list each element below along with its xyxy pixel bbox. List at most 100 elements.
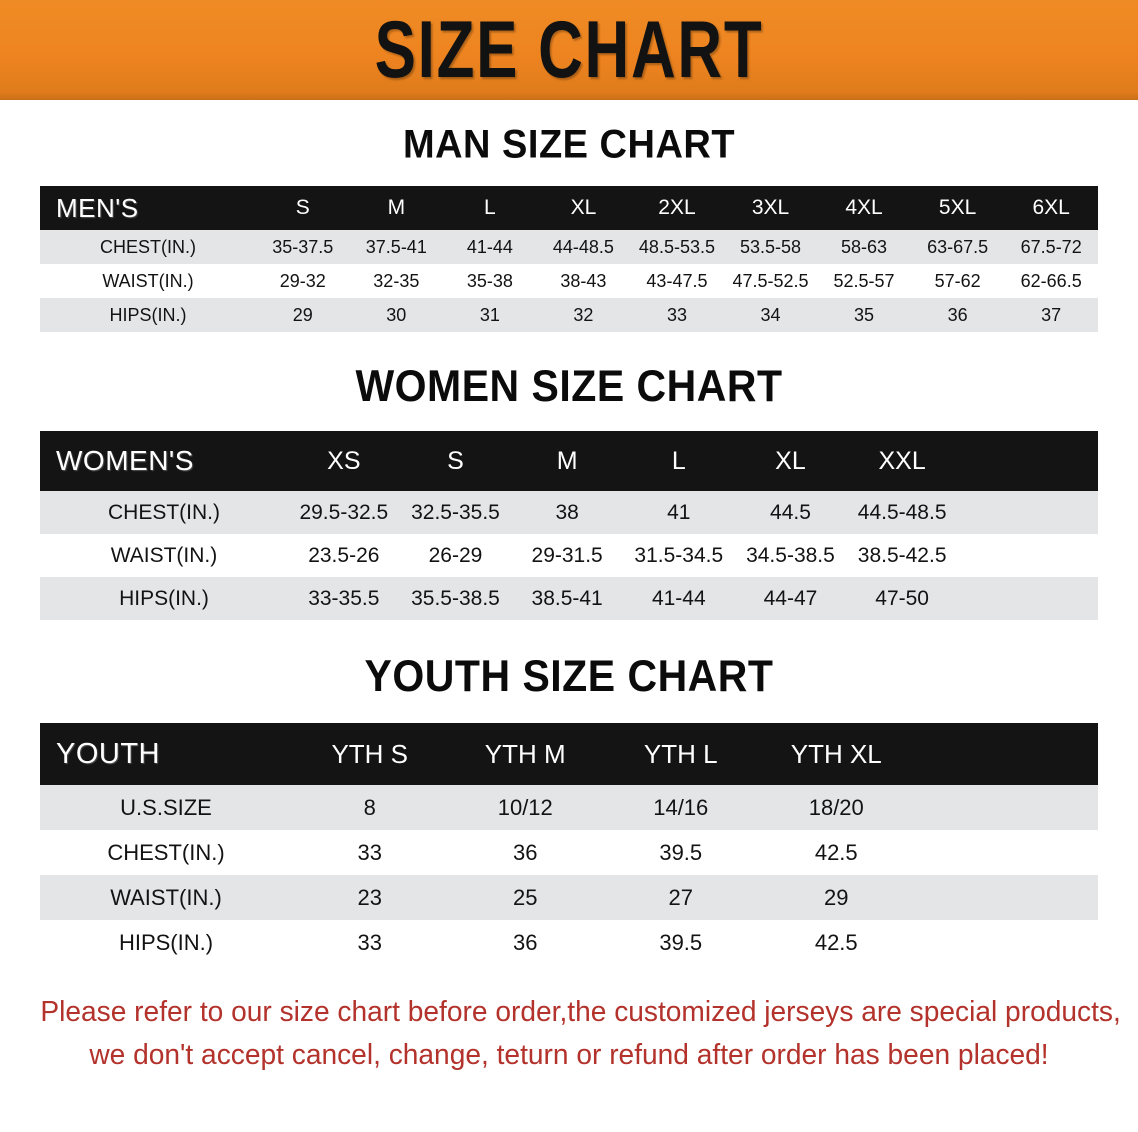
man-table-head: MEN'S S M L XL 2XL 3XL 4XL 5XL 6XL bbox=[40, 186, 1098, 230]
man-cell-chest-3: 44-48.5 bbox=[552, 236, 614, 257]
women-cell-hips-0: 33-35.5 bbox=[308, 586, 380, 610]
man-row-label-chest: CHEST(IN.) bbox=[100, 236, 196, 257]
youth-corner-label: YOUTH bbox=[40, 723, 292, 785]
women-cell-chest-5: 44.5-48.5 bbox=[857, 500, 947, 524]
youth-cell-waist-0: 23 bbox=[357, 884, 382, 910]
man-cell-waist-6: 52.5-57 bbox=[833, 270, 895, 291]
women-col-header-1: S bbox=[399, 431, 512, 491]
man-cell-chest-5: 53.5-58 bbox=[739, 236, 802, 257]
women-cell-waist-2: 29-31.5 bbox=[531, 543, 603, 567]
man-cell-hips-6: 35 bbox=[854, 304, 875, 325]
table-row: HIPS(IN.) 33 36 39.5 42.5 bbox=[40, 920, 1098, 965]
man-col-header-8: 6XL bbox=[1004, 186, 1098, 230]
youth-size-table-wrap: YOUTH YTH S YTH M YTH L YTH XL U.S.SIZE … bbox=[40, 723, 1098, 965]
women-size-table-wrap: WOMEN'S XS S M L XL XXL CHEST(IN.) 29.5-… bbox=[40, 431, 1098, 620]
women-cell-waist-4: 34.5-38.5 bbox=[746, 543, 835, 567]
youth-cell-waist-spacer bbox=[914, 875, 1098, 920]
youth-table-head: YOUTH YTH S YTH M YTH L YTH XL bbox=[40, 723, 1098, 785]
women-cell-chest-3: 41 bbox=[667, 500, 691, 524]
youth-cell-hips-1: 36 bbox=[513, 929, 538, 955]
women-cell-waist-spacer bbox=[958, 534, 1098, 577]
youth-cell-waist-3: 29 bbox=[824, 884, 849, 910]
man-col-header-2: L bbox=[443, 186, 537, 230]
women-col-header-2: M bbox=[511, 431, 623, 491]
youth-cell-chest-2: 39.5 bbox=[659, 839, 703, 865]
youth-cell-waist-2: 27 bbox=[668, 884, 693, 910]
man-size-table-wrap: MEN'S S M L XL 2XL 3XL 4XL 5XL 6XL CHEST… bbox=[40, 186, 1098, 332]
youth-cell-chest-0: 33 bbox=[357, 839, 382, 865]
youth-cell-ussize-1: 10/12 bbox=[497, 794, 553, 820]
youth-row-label-waist: WAIST(IN.) bbox=[110, 884, 222, 910]
women-cell-chest-1: 32.5-35.5 bbox=[411, 500, 500, 524]
table-row: CHEST(IN.) 35-37.5 37.5-41 41-44 44-48.5… bbox=[40, 230, 1098, 264]
man-col-header-3: XL bbox=[536, 186, 631, 230]
women-cell-hips-1: 35.5-38.5 bbox=[411, 586, 500, 610]
women-cell-waist-3: 31.5-34.5 bbox=[634, 543, 724, 567]
youth-header-row: YOUTH YTH S YTH M YTH L YTH XL bbox=[40, 723, 1098, 785]
man-col-header-0: S bbox=[256, 186, 350, 230]
man-col-header-7: 5XL bbox=[910, 186, 1005, 230]
youth-col-header-2: YTH L bbox=[603, 723, 759, 785]
man-cell-chest-1: 37.5-41 bbox=[365, 236, 427, 257]
man-cell-hips-7: 36 bbox=[947, 304, 968, 325]
table-row: HIPS(IN.) 29 30 31 32 33 34 35 36 37 bbox=[40, 298, 1098, 332]
disclaimer: Please refer to our size chart before or… bbox=[40, 991, 1121, 1077]
women-table-head: WOMEN'S XS S M L XL XXL bbox=[40, 431, 1098, 491]
women-cell-chest-spacer bbox=[958, 491, 1098, 534]
youth-cell-chest-1: 36 bbox=[513, 839, 538, 865]
table-row: WAIST(IN.) 23.5-26 26-29 29-31.5 31.5-34… bbox=[40, 534, 1098, 577]
section-title-youth: YOUTH SIZE CHART bbox=[364, 651, 774, 701]
youth-row-label-chest: CHEST(IN.) bbox=[107, 839, 225, 865]
youth-cell-ussize-2: 14/16 bbox=[653, 794, 709, 820]
man-col-header-1: M bbox=[349, 186, 444, 230]
man-cell-chest-6: 58-63 bbox=[841, 236, 888, 257]
man-cell-hips-0: 29 bbox=[292, 304, 313, 325]
women-cell-hips-2: 38.5-41 bbox=[531, 586, 603, 610]
man-row-label-waist: WAIST(IN.) bbox=[102, 270, 194, 291]
youth-col-header-0: YTH S bbox=[292, 723, 448, 785]
youth-cell-ussize-0: 8 bbox=[363, 794, 376, 820]
women-cell-hips-5: 47-50 bbox=[875, 586, 929, 610]
table-row: WAIST(IN.) 29-32 32-35 35-38 38-43 43-47… bbox=[40, 264, 1098, 298]
table-row: HIPS(IN.) 33-35.5 35.5-38.5 38.5-41 41-4… bbox=[40, 577, 1098, 620]
man-corner-label: MEN'S bbox=[40, 186, 256, 230]
table-row: CHEST(IN.) 33 36 39.5 42.5 bbox=[40, 830, 1098, 875]
youth-cell-hips-3: 42.5 bbox=[814, 929, 858, 955]
women-row-label-hips: HIPS(IN.) bbox=[119, 586, 209, 610]
table-row: U.S.SIZE 8 10/12 14/16 18/20 bbox=[40, 785, 1098, 830]
women-cell-chest-0: 29.5-32.5 bbox=[299, 500, 389, 524]
man-col-header-6: 4XL bbox=[817, 186, 911, 230]
youth-col-header-1: YTH M bbox=[447, 723, 603, 785]
table-row: WAIST(IN.) 23 25 27 29 bbox=[40, 875, 1098, 920]
women-cell-waist-1: 26-29 bbox=[428, 543, 483, 567]
man-cell-waist-1: 32-35 bbox=[373, 270, 420, 291]
man-col-header-5: 3XL bbox=[723, 186, 818, 230]
man-cell-waist-8: 62-66.5 bbox=[1020, 270, 1082, 291]
man-cell-waist-3: 38-43 bbox=[560, 270, 607, 291]
youth-cell-ussize-spacer bbox=[914, 785, 1098, 830]
man-cell-chest-7: 63-67.5 bbox=[927, 236, 989, 257]
youth-cell-chest-3: 42.5 bbox=[814, 839, 858, 865]
women-cell-chest-4: 44.5 bbox=[770, 500, 811, 524]
women-col-header-0: XS bbox=[288, 431, 400, 491]
women-cell-hips-spacer bbox=[958, 577, 1098, 620]
women-row-label-chest: CHEST(IN.) bbox=[108, 500, 220, 524]
youth-size-table: YOUTH YTH S YTH M YTH L YTH XL U.S.SIZE … bbox=[40, 723, 1098, 965]
man-row-label-hips: HIPS(IN.) bbox=[109, 304, 187, 325]
man-col-header-4: 2XL bbox=[630, 186, 724, 230]
youth-cell-hips-spacer bbox=[914, 920, 1098, 965]
women-header-row: WOMEN'S XS S M L XL XXL bbox=[40, 431, 1098, 491]
women-header-spacer bbox=[958, 431, 1098, 491]
youth-col-header-3: YTH XL bbox=[758, 723, 914, 785]
man-cell-waist-2: 35-38 bbox=[466, 270, 513, 291]
youth-row-label-ussize: U.S.SIZE bbox=[120, 794, 212, 820]
man-cell-hips-5: 34 bbox=[760, 304, 781, 325]
disclaimer-line-1: Please refer to our size chart before or… bbox=[40, 996, 1121, 1028]
page-title: SIZE CHART bbox=[374, 5, 764, 95]
youth-table-body: U.S.SIZE 8 10/12 14/16 18/20 CHEST(IN.) … bbox=[40, 785, 1098, 965]
man-cell-waist-4: 43-47.5 bbox=[646, 270, 708, 291]
man-cell-hips-1: 30 bbox=[386, 304, 407, 325]
women-cell-hips-4: 44-47 bbox=[763, 586, 818, 610]
man-cell-chest-2: 41-44 bbox=[466, 236, 513, 257]
women-col-header-5: XXL bbox=[846, 431, 958, 491]
